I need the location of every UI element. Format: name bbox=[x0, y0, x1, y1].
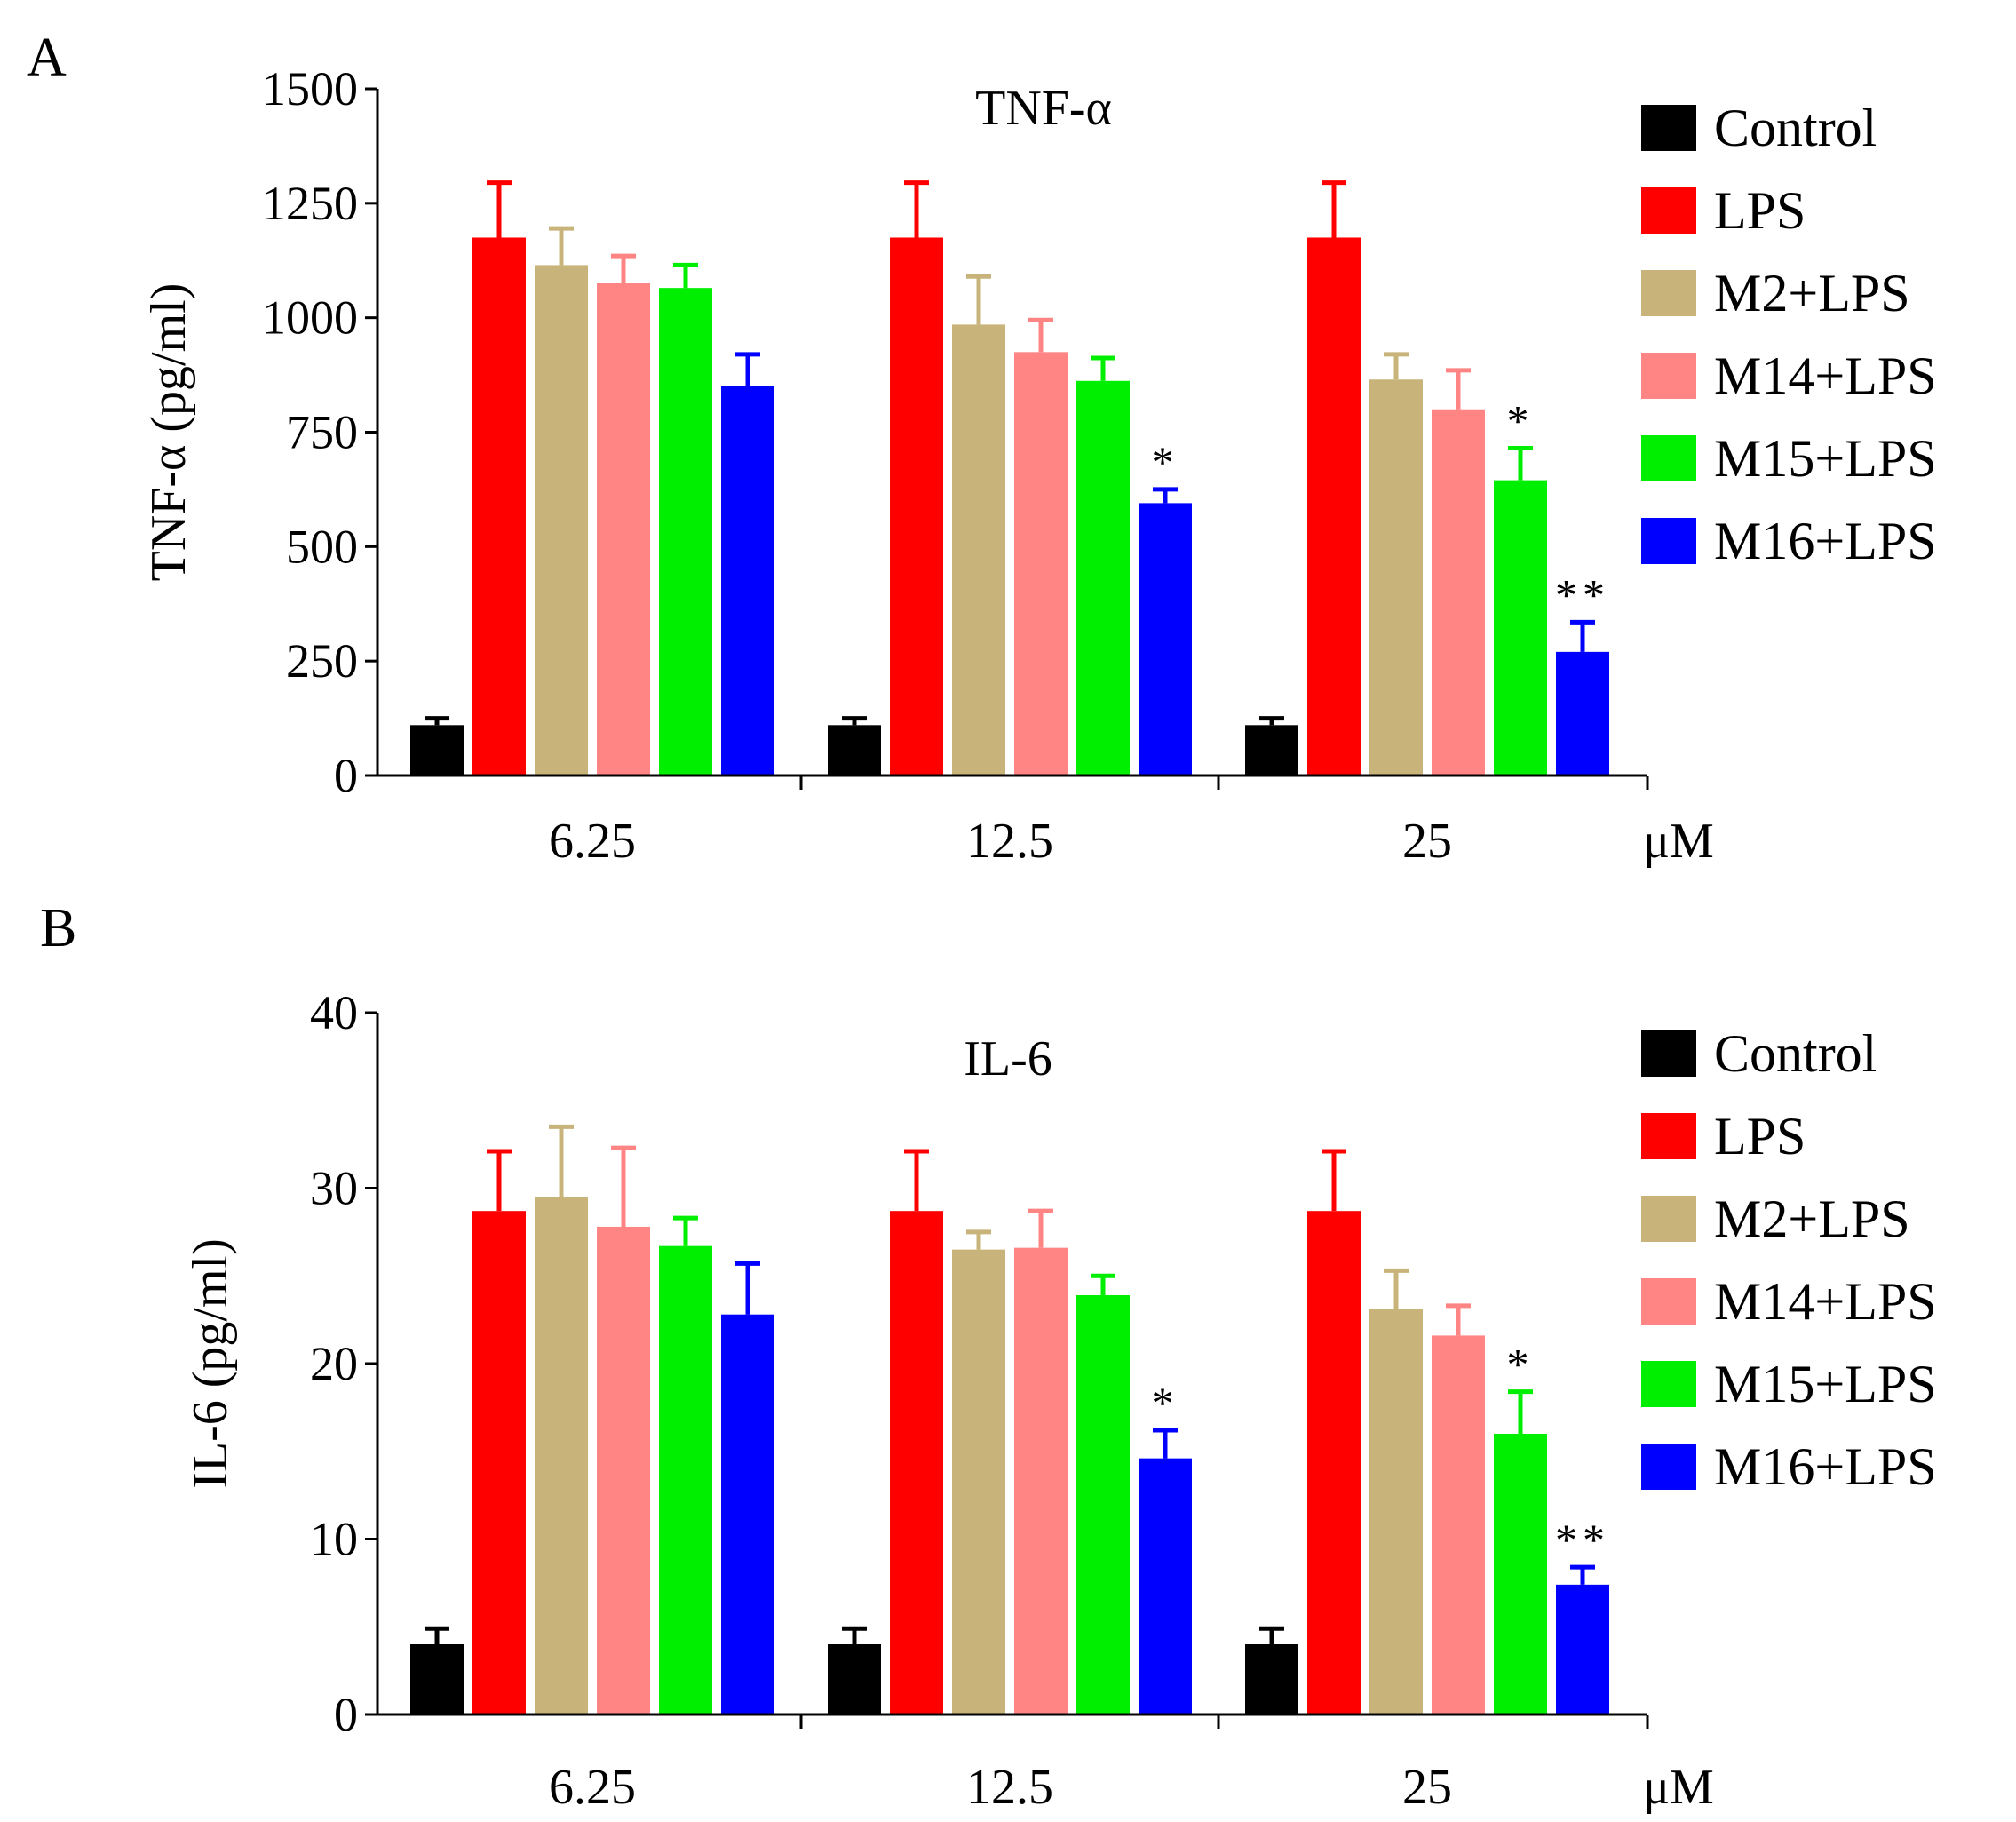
legend-label: Control bbox=[1714, 99, 1877, 157]
legend-swatch bbox=[1641, 1361, 1696, 1407]
bar bbox=[1432, 1335, 1485, 1715]
bar bbox=[1245, 725, 1298, 776]
y-tick-label: 750 bbox=[286, 406, 358, 459]
legend-swatch bbox=[1641, 1278, 1696, 1325]
legend-label: M15+LPS bbox=[1714, 1355, 1937, 1413]
x-tick-label: 25 bbox=[1402, 814, 1452, 869]
bar bbox=[1307, 1211, 1361, 1715]
legend-swatch bbox=[1641, 1113, 1696, 1159]
legend-label: LPS bbox=[1714, 181, 1806, 240]
x-tick-label: 6.25 bbox=[549, 1760, 636, 1815]
bar bbox=[1014, 352, 1068, 776]
x-axis-unit: μM bbox=[1643, 1760, 1714, 1815]
bar bbox=[1494, 1434, 1547, 1715]
significance-marker: * bbox=[1507, 1340, 1535, 1389]
bar bbox=[535, 265, 588, 776]
significance-marker: ** bbox=[1555, 569, 1610, 619]
legend-label: Control bbox=[1714, 1024, 1877, 1083]
legend-label: M16+LPS bbox=[1714, 512, 1937, 570]
bar bbox=[1014, 1247, 1068, 1715]
legend-swatch bbox=[1641, 518, 1696, 564]
significance-marker: * bbox=[1507, 396, 1535, 446]
y-tick-label: 250 bbox=[286, 634, 358, 688]
bar bbox=[535, 1197, 588, 1715]
legend-swatch bbox=[1641, 270, 1696, 316]
bar bbox=[721, 386, 774, 776]
x-tick-label: 25 bbox=[1402, 1760, 1452, 1815]
bar bbox=[659, 1245, 712, 1715]
panel-label: A bbox=[27, 28, 67, 88]
y-tick-label: 1250 bbox=[262, 177, 358, 230]
bar bbox=[1556, 1584, 1609, 1715]
y-tick-label: 1000 bbox=[262, 291, 358, 345]
bar bbox=[597, 1226, 650, 1715]
panel-label: B bbox=[40, 898, 76, 959]
y-tick-label: 500 bbox=[286, 520, 358, 573]
bar bbox=[828, 725, 881, 776]
bar bbox=[1494, 480, 1547, 776]
legend-swatch bbox=[1641, 353, 1696, 399]
bar bbox=[828, 1644, 881, 1715]
bar bbox=[597, 283, 650, 776]
legend-swatch bbox=[1641, 1196, 1696, 1242]
y-tick-label: 0 bbox=[334, 1688, 358, 1741]
significance-marker: * bbox=[1152, 1378, 1179, 1428]
bar bbox=[1369, 379, 1423, 776]
significance-marker: ** bbox=[1555, 1515, 1610, 1564]
significance-marker: * bbox=[1152, 437, 1179, 487]
legend-label: LPS bbox=[1714, 1107, 1806, 1166]
bar bbox=[659, 288, 712, 776]
legend-swatch bbox=[1641, 105, 1696, 151]
x-tick-label: 6.25 bbox=[549, 814, 636, 869]
bar bbox=[410, 1644, 464, 1715]
x-tick-label: 12.5 bbox=[966, 814, 1053, 869]
y-axis-label: IL-6 (pg/ml) bbox=[183, 1238, 238, 1488]
bar bbox=[890, 1211, 943, 1715]
bar bbox=[1076, 1294, 1130, 1715]
bar bbox=[1432, 409, 1485, 776]
bar bbox=[472, 237, 526, 776]
y-tick-label: 20 bbox=[310, 1337, 358, 1390]
legend-swatch bbox=[1641, 435, 1696, 481]
bar bbox=[1307, 237, 1361, 776]
bar bbox=[1076, 380, 1130, 776]
y-tick-label: 40 bbox=[310, 986, 358, 1039]
bar bbox=[721, 1314, 774, 1715]
bar bbox=[472, 1211, 526, 1715]
legend-swatch bbox=[1641, 1030, 1696, 1077]
bar bbox=[1369, 1309, 1423, 1715]
legend-label: M16+LPS bbox=[1714, 1437, 1937, 1496]
legend-swatch bbox=[1641, 187, 1696, 234]
x-tick-label: 12.5 bbox=[966, 1760, 1053, 1815]
y-tick-label: 0 bbox=[334, 749, 358, 802]
chart-title: IL-6 bbox=[964, 1031, 1052, 1086]
bar bbox=[890, 237, 943, 776]
legend-label: M15+LPS bbox=[1714, 429, 1937, 488]
bar bbox=[1139, 1458, 1192, 1715]
x-axis-unit: μM bbox=[1643, 814, 1714, 869]
y-tick-label: 10 bbox=[310, 1513, 358, 1566]
bar bbox=[1556, 651, 1609, 776]
legend-label: M14+LPS bbox=[1714, 346, 1937, 405]
y-axis-label: TNF-α (pg/ml) bbox=[141, 283, 196, 582]
bar bbox=[1245, 1644, 1298, 1715]
bar bbox=[1139, 503, 1192, 776]
bar bbox=[952, 1249, 1005, 1715]
y-tick-label: 1500 bbox=[262, 62, 358, 115]
bar bbox=[410, 725, 464, 776]
bar bbox=[952, 324, 1005, 776]
legend-label: M2+LPS bbox=[1714, 1189, 1910, 1248]
legend-label: M14+LPS bbox=[1714, 1272, 1937, 1331]
legend-label: M2+LPS bbox=[1714, 264, 1910, 322]
y-tick-label: 30 bbox=[310, 1162, 358, 1215]
chart-title: TNF-α bbox=[975, 81, 1112, 136]
legend-swatch bbox=[1641, 1444, 1696, 1490]
